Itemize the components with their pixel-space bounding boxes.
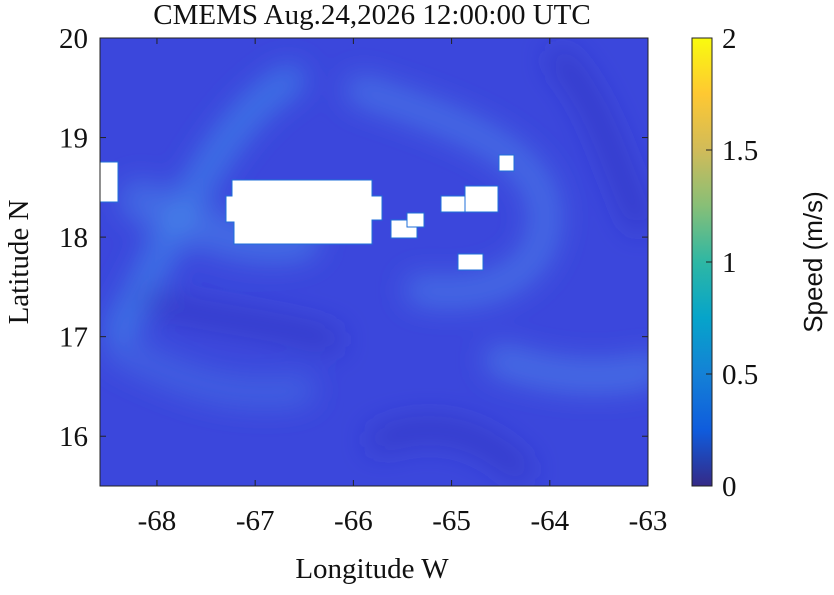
plot-frame (99, 37, 649, 487)
colorbar-tick-label: 2 (722, 23, 737, 55)
x-tick-label: -63 (629, 505, 668, 537)
chart-title: CMEMS Aug.24,2026 12:00:00 UTC (153, 0, 590, 31)
x-tick-label: -68 (138, 505, 177, 537)
x-tick-label: -65 (432, 505, 471, 537)
y-tick-label: 20 (59, 23, 88, 55)
land-mask (99, 154, 515, 271)
colorbar-tick-label: 0.5 (722, 359, 758, 391)
y-tick-label: 19 (59, 123, 88, 155)
y-axis-label: Latitude N (3, 200, 35, 325)
colorbar-label: Speed (m/s) (798, 191, 828, 333)
x-tick-label: -67 (236, 505, 275, 537)
y-tick-label: 17 (59, 322, 88, 354)
colorbar-tick-label: 1 (722, 247, 737, 279)
colorbar-tick-label: 0 (722, 471, 737, 503)
x-tick-label: -64 (530, 505, 569, 537)
y-tick-label: 18 (59, 222, 88, 254)
x-tick-label: -66 (334, 505, 373, 537)
x-axis-label: Longitude W (295, 553, 449, 585)
y-tick-label: 16 (59, 421, 88, 453)
speed-field (100, 38, 648, 486)
colorbar-tick-label: 1.5 (722, 135, 758, 167)
